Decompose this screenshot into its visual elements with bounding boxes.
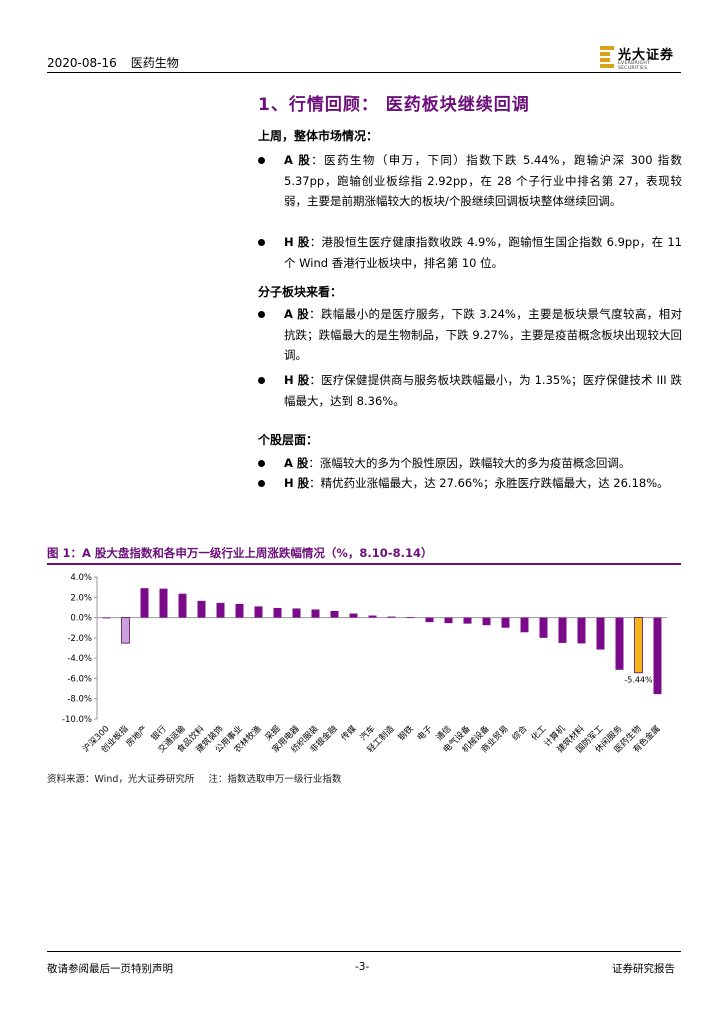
item-text: ：跌幅最小的是医疗服务，下跌 3.24%，主要是板块景气度较高，相对抗跌；跌幅最… bbox=[284, 307, 682, 362]
bar-23 bbox=[539, 617, 548, 638]
bar-8 bbox=[254, 606, 263, 618]
figure-rule bbox=[47, 563, 681, 565]
bar-26 bbox=[596, 617, 605, 650]
item-label: H 股 bbox=[284, 373, 310, 387]
item-text: ：涨幅较大的多为个股性原因，跌幅较大的多为疫苗概念回调。 bbox=[308, 456, 631, 470]
item-label: A 股 bbox=[284, 153, 312, 167]
page-header: 2020-08-16 医药生物 bbox=[47, 54, 179, 71]
block-heading-sectors: 分子板块来看： bbox=[258, 285, 343, 299]
bullet-icon bbox=[258, 239, 265, 246]
y-tick-label: -8.0% bbox=[67, 695, 92, 705]
item-label: A 股 bbox=[284, 307, 310, 321]
item-label: H 股 bbox=[284, 476, 310, 490]
chart-bars bbox=[102, 588, 662, 695]
logo-name: 光大证券 bbox=[618, 48, 675, 63]
bar-19 bbox=[463, 617, 472, 624]
bar-chart: 4.0% 2.0% 0.0% -2.0% -4.0% -6.0% -8.0% -10.0% 沪… bbox=[62, 573, 667, 755]
footer-report-type: 证券研究报告 bbox=[612, 963, 675, 975]
bar-15 bbox=[387, 616, 396, 618]
bar-13 bbox=[349, 613, 358, 618]
bar-11 bbox=[311, 609, 320, 618]
bar-5 bbox=[197, 600, 206, 618]
source-note: 注：指数选取申万一级行业指数 bbox=[208, 774, 342, 785]
bullet-icon bbox=[258, 460, 265, 467]
bar-21 bbox=[501, 617, 510, 628]
item-label: H 股 bbox=[284, 235, 310, 249]
bar-10 bbox=[292, 608, 301, 618]
bar-6 bbox=[216, 602, 225, 618]
y-axis: 4.0% 2.0% 0.0% -2.0% -4.0% -6.0% -8.0% -10.0% bbox=[62, 573, 667, 725]
bar-25 bbox=[577, 617, 586, 644]
bar-0 bbox=[102, 617, 111, 619]
item-text: ：精优药业涨幅最大，达 27.66%；永胜医疗跌幅最大，达 26.18%。 bbox=[309, 476, 669, 490]
company-logo: 光大证券 EVERBRIGHT SECURITIES bbox=[600, 44, 680, 72]
x-tick-label: 电子 bbox=[415, 723, 435, 743]
report-category: 医药生物 bbox=[130, 56, 179, 70]
y-tick-label: -6.0% bbox=[67, 674, 92, 684]
bar-16 bbox=[406, 617, 415, 618]
item-text: ：港股恒生医疗健康指数收跌 4.9%，跑输恒生国企指数 6.9pp，在 11 个… bbox=[284, 235, 682, 270]
header-rule bbox=[47, 72, 681, 73]
bar-18 bbox=[444, 617, 453, 624]
bar-3 bbox=[159, 588, 168, 618]
y-tick-label: -10.0% bbox=[62, 715, 92, 725]
bar-12 bbox=[330, 610, 339, 618]
report-date: 2020-08-16 bbox=[47, 56, 117, 70]
logo-subtitle: EVERBRIGHT SECURITIES bbox=[618, 61, 651, 71]
x-tick-label: 传媒 bbox=[339, 723, 359, 743]
item-text: ：医疗保健提供商与服务板块跌幅最小，为 1.35%；医疗保健技术 III 跌幅最… bbox=[284, 373, 682, 408]
bullet-icon bbox=[258, 157, 265, 164]
item-label: A 股 bbox=[284, 456, 309, 470]
y-tick-label: 4.0% bbox=[70, 573, 92, 583]
bullet-icon bbox=[258, 311, 265, 318]
bar-28 bbox=[634, 617, 643, 674]
x-tick-label: 钢铁 bbox=[396, 723, 416, 743]
y-tick-label: -2.0% bbox=[67, 634, 92, 644]
footer-rule bbox=[47, 951, 681, 952]
section-title: 1、行情回顾： 医药板块继续回调 bbox=[258, 95, 530, 115]
bar-17 bbox=[425, 617, 434, 623]
bar-9 bbox=[273, 607, 282, 618]
block-heading-stocks: 个股层面： bbox=[258, 433, 319, 447]
bar-22 bbox=[520, 617, 529, 633]
item-text: ：医药生物（申万，下同）指数下跌 5.44%，跑输沪深 300 指数 5.37p… bbox=[284, 153, 683, 208]
source-text: 资料来源：Wind，光大证券研究所 bbox=[47, 774, 195, 785]
y-tick-label: 0.0% bbox=[70, 614, 92, 624]
data-label: -5.44% bbox=[624, 676, 653, 685]
bullet-icon bbox=[258, 480, 265, 487]
footer-disclaimer: 敬请参阅最后一页特别声明 bbox=[47, 963, 173, 975]
bar-2 bbox=[140, 588, 149, 618]
bar-14 bbox=[368, 615, 377, 618]
bar-1 bbox=[121, 617, 130, 644]
y-tick-label: 2.0% bbox=[70, 593, 92, 603]
bar-20 bbox=[482, 617, 491, 626]
figure-title: 图 1：A 股大盘指数和各申万一级行业上周涨跌幅情况（%，8.10-8.14） bbox=[47, 546, 433, 560]
bar-29 bbox=[653, 617, 662, 695]
bar-27 bbox=[615, 617, 624, 670]
logo-mark-icon bbox=[600, 46, 614, 68]
figure-source: 资料来源：Wind，光大证券研究所 注：指数选取申万一级行业指数 bbox=[47, 771, 341, 785]
x-tick-label: 房地产 bbox=[124, 723, 150, 749]
data-labels: -5.44% bbox=[624, 676, 653, 685]
page-number: -3- bbox=[355, 961, 370, 973]
bar-4 bbox=[178, 593, 187, 618]
y-tick-label: -4.0% bbox=[67, 654, 92, 664]
bar-7 bbox=[235, 603, 244, 618]
bullet-icon bbox=[258, 377, 265, 384]
bar-24 bbox=[558, 617, 567, 643]
x-tick-label: 综合 bbox=[510, 723, 530, 743]
block-heading-market: 上周，整体市场情况： bbox=[258, 129, 379, 143]
